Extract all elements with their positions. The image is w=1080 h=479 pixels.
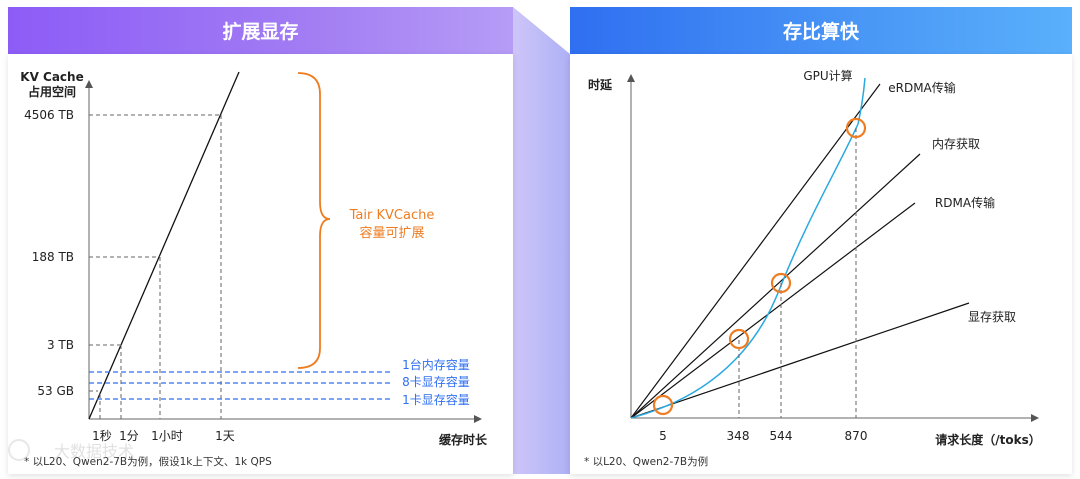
watermark: 大数据技术 [8,438,134,462]
brace-label-line2: 容量可扩展 [359,225,424,241]
right-panel-title: 存比算快 [570,7,1072,54]
y-tick-53gb: 53 GB [37,384,74,398]
left-footnote: * 以L20、Qwen2-7B为例，假设1k上下文、1k QPS [24,456,272,468]
x-tick-1hour: 1小时 [151,429,183,443]
crossover-5 [652,394,674,416]
x-axis-title: 缓存时长 [439,432,488,447]
y-axis-title: 时延 [588,77,613,92]
x-tick-544: 544 [770,429,793,443]
kvcache-growth-diagram: KV Cache 占用空间 缓存时长 4506 TB 188 TB 3 TB 5… [20,70,488,447]
x-tick-1sec: 1秒 [92,429,112,443]
label-memory-fetch: 内存获取 [932,137,980,151]
watermark-logo-icon [8,439,30,461]
label-erdma: eRDMA传输 [888,80,956,95]
gpu-compute-curve [630,77,866,419]
x-tick-1day: 1天 [215,429,235,443]
capacity-label-8-gpu-memory: 8卡显存容量 [402,374,470,389]
brace-label-line1: Tair KVCache [349,208,435,223]
label-rdma: RDMA传输 [935,195,995,210]
right-footnote: * 以L20、Qwen2-7B为例 [584,456,709,468]
left-diagram-panel: KV Cache 占用空间 缓存时长 4506 TB 188 TB 3 TB 5… [8,54,513,474]
latency-vs-length-diagram: 时延 请求长度（/toks） 5 348 544 870 [588,68,1041,447]
gpu-memory-fetch-line [630,302,970,419]
crossover-348 [728,328,750,350]
memory-fetch-line [630,153,921,419]
y-axis-title-line1: KV Cache [20,70,83,84]
x-tick-348: 348 [727,429,750,443]
y-tick-3tb: 3 TB [47,338,74,352]
label-gpu-compute: GPU计算 [803,68,852,83]
y-tick-188tb: 188 TB [32,250,74,264]
watermark-text: 大数据技术 [54,442,135,461]
y-tick-4506tb: 4506 TB [24,108,74,122]
x-tick-1min: 1分 [119,429,139,443]
crossover-870 [845,117,867,139]
rdma-line [630,202,916,419]
capacity-brace [297,72,331,369]
x-tick-5: 5 [659,429,667,443]
kvcache-growth-line [88,71,240,420]
right-diagram-panel: 时延 请求长度（/toks） 5 348 544 870 [570,54,1072,474]
x-tick-870: 870 [845,429,868,443]
crossover-544 [770,272,792,294]
y-axis-title-line2: 占用空间 [28,84,76,99]
x-axis-title: 请求长度（/toks） [935,432,1041,447]
erdma-line [630,83,881,419]
capacity-label-1-gpu-memory: 1卡显存容量 [402,392,470,407]
capacity-label-1-server-memory: 1台内存容量 [402,357,470,372]
label-gpu-memory-fetch: 显存获取 [968,310,1016,324]
left-panel-title: 扩展显存 [8,7,513,54]
